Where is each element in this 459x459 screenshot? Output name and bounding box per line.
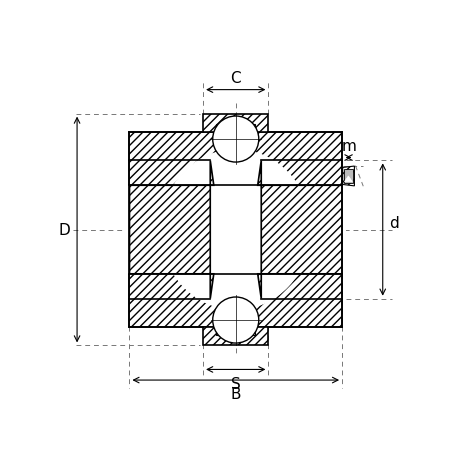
Polygon shape [129,161,213,299]
Text: m: m [341,138,355,153]
Polygon shape [216,125,255,134]
Bar [343,169,352,184]
Text: S: S [230,376,240,391]
Polygon shape [257,161,341,299]
Circle shape [212,117,258,162]
Polygon shape [216,326,255,335]
Text: C: C [230,71,241,85]
Text: B: B [230,386,241,402]
Ellipse shape [161,151,309,309]
Polygon shape [342,167,353,186]
Polygon shape [129,133,341,327]
Text: d: d [388,216,398,230]
Polygon shape [203,114,268,133]
Polygon shape [126,186,345,274]
Text: D: D [59,223,71,237]
Polygon shape [344,177,352,182]
Polygon shape [203,327,268,346]
Circle shape [212,297,258,343]
